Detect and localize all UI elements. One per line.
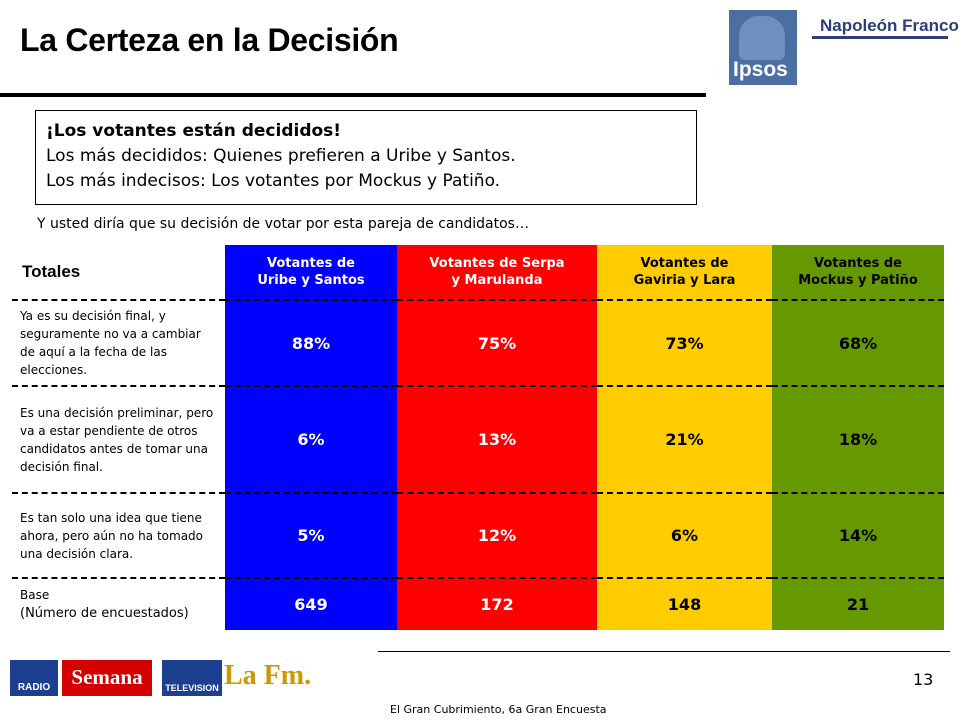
cell-value: 6% xyxy=(597,492,772,578)
cell-value: 6% xyxy=(225,385,397,493)
column-header-line: Votantes de xyxy=(640,256,729,271)
survey-question: Y usted diría que su decisión de votar p… xyxy=(37,216,529,232)
row-label-base: Base (Número de encuestados) xyxy=(12,577,225,630)
column-header-line: y Marulanda xyxy=(451,273,543,288)
page-number: 13 xyxy=(913,670,934,689)
la-fm-logo: La Fm. xyxy=(224,660,316,696)
footer-caption: El Gran Cubrimiento, 6a Gran Encuesta xyxy=(390,703,607,716)
totals-header: Totales xyxy=(12,245,225,300)
key-finding-headline: ¡Los votantes están decididos! xyxy=(46,121,342,141)
column-header-uribe-santos: Votantes de Uribe y Santos xyxy=(225,245,397,300)
ipsos-face-icon xyxy=(739,16,785,60)
table-header-row: Totales Votantes de Uribe y Santos Votant… xyxy=(12,245,944,300)
cell-value: 88% xyxy=(225,299,397,386)
semana-logo: Semana xyxy=(62,660,152,696)
column-header-line: Gaviria y Lara xyxy=(633,273,736,288)
cell-value: 12% xyxy=(397,492,597,578)
key-finding-box: ¡Los votantes están decididos! Los más d… xyxy=(35,110,697,205)
row-label: Es tan solo una idea que tiene ahora, pe… xyxy=(12,492,225,578)
rcn-television-logo: TELEVISION xyxy=(162,660,222,696)
cell-value: 68% xyxy=(772,299,944,386)
cell-value: 148 xyxy=(597,577,772,630)
key-finding-line: Los más indecisos: Los votantes por Mock… xyxy=(46,171,501,191)
row-label-line: (Número de encuestados) xyxy=(20,606,189,621)
table-row-base: Base (Número de encuestados) 649 172 148 … xyxy=(12,577,944,630)
page-title: La Certeza en la Decisión xyxy=(20,22,399,58)
results-table: Totales Votantes de Uribe y Santos Votant… xyxy=(12,245,944,630)
column-header-serpa-marulanda: Votantes de Serpa y Marulanda xyxy=(397,245,597,300)
column-header-line: Uribe y Santos xyxy=(257,273,365,288)
column-header-line: Mockus y Patiño xyxy=(798,273,918,288)
row-label: Ya es su decisión final, y seguramente n… xyxy=(12,299,225,386)
cell-value: 21% xyxy=(597,385,772,493)
napoleon-franco-underline xyxy=(812,36,948,39)
key-finding-line: Los más decididos: Quienes prefieren a U… xyxy=(46,146,516,166)
cell-value: 13% xyxy=(397,385,597,493)
cell-value: 73% xyxy=(597,299,772,386)
table-row: Es una decisión preliminar, pero va a es… xyxy=(12,385,944,493)
column-header-mockus-patino: Votantes de Mockus y Patiño xyxy=(772,245,944,300)
table-row: Es tan solo una idea que tiene ahora, pe… xyxy=(12,492,944,578)
cell-value: 14% xyxy=(772,492,944,578)
cell-value: 172 xyxy=(397,577,597,630)
cell-value: 18% xyxy=(772,385,944,493)
title-divider xyxy=(0,93,706,97)
napoleon-franco-logo: Napoleón Franco xyxy=(820,16,959,35)
cell-value: 75% xyxy=(397,299,597,386)
ipsos-logo: Ipsos xyxy=(729,10,797,85)
column-header-line: Votantes de Serpa xyxy=(429,256,565,271)
row-label-line: Base xyxy=(20,588,50,602)
row-label: Es una decisión preliminar, pero va a es… xyxy=(12,385,225,493)
cell-value: 21 xyxy=(772,577,944,630)
ipsos-logo-text: Ipsos xyxy=(733,58,788,81)
column-header-line: Votantes de xyxy=(814,256,902,271)
footer-divider xyxy=(378,651,950,652)
table-row: Ya es su decisión final, y seguramente n… xyxy=(12,299,944,386)
column-header-gaviria-lara: Votantes de Gaviria y Lara xyxy=(597,245,772,300)
rcn-radio-logo: RADIO xyxy=(10,660,58,696)
column-header-line: Votantes de xyxy=(267,256,355,271)
cell-value: 649 xyxy=(225,577,397,630)
cell-value: 5% xyxy=(225,492,397,578)
